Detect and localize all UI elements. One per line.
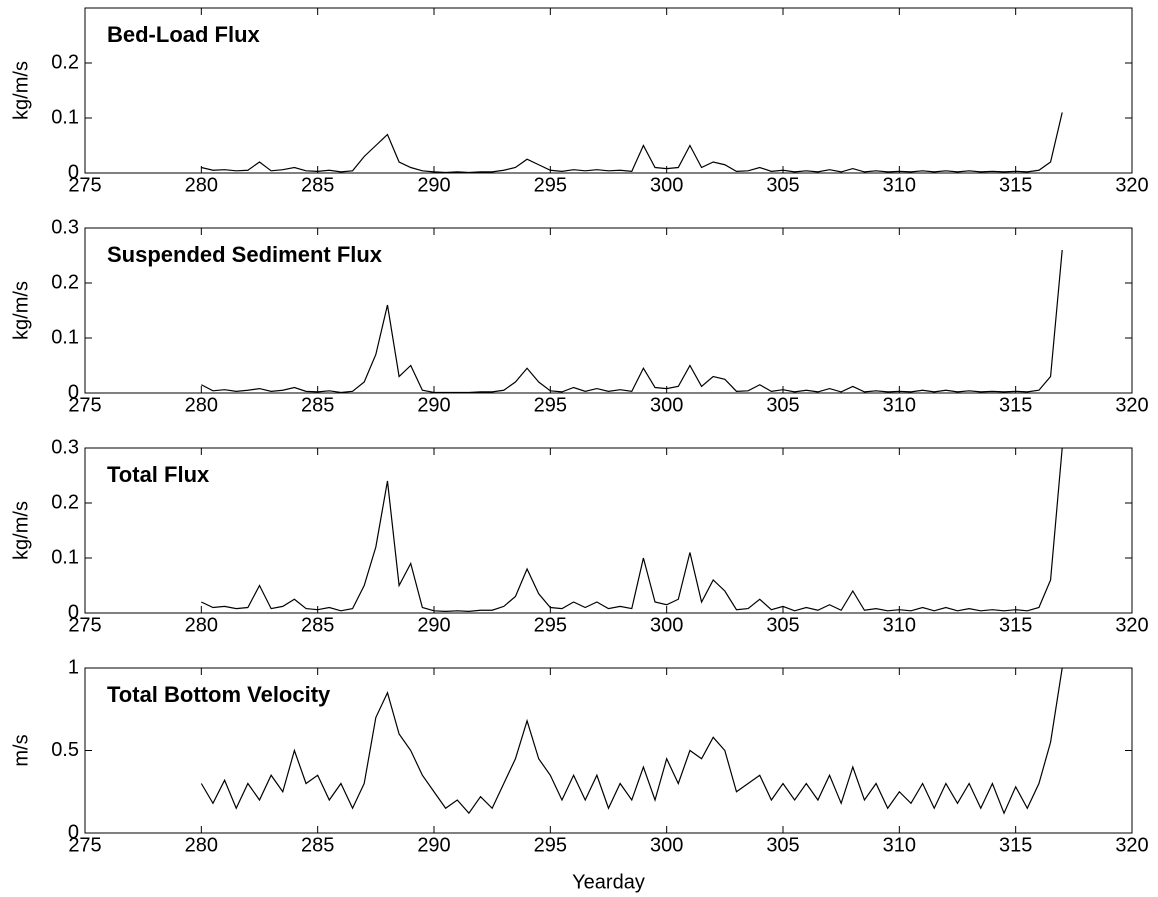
x-tick-label: 280 xyxy=(185,834,218,856)
y-tick-label: 0.3 xyxy=(51,436,79,458)
y-tick-label: 0.2 xyxy=(51,271,79,293)
x-tick-label: 285 xyxy=(301,174,334,196)
x-tick-label: 300 xyxy=(650,174,683,196)
y-axis-label: kg/m/s xyxy=(10,281,32,340)
x-tick-label: 305 xyxy=(766,394,799,416)
y-tick-label: 1 xyxy=(68,656,79,678)
x-tick-label: 295 xyxy=(534,174,567,196)
x-tick-label: 290 xyxy=(417,834,450,856)
data-line xyxy=(201,112,1063,174)
x-tick-label: 285 xyxy=(301,614,334,636)
x-tick-label: 280 xyxy=(185,394,218,416)
data-line xyxy=(200,667,1063,815)
x-tick-label: 275 xyxy=(68,834,101,856)
y-tick-label: 0.2 xyxy=(51,51,79,73)
data-line xyxy=(201,249,1063,394)
y-tick-label: 0.3 xyxy=(51,216,79,238)
y-tick-label: 0.1 xyxy=(51,546,79,568)
x-tick-label: 295 xyxy=(534,394,567,416)
axes-box xyxy=(84,227,1133,394)
x-tick-label: 285 xyxy=(301,394,334,416)
y-tick-label: 0 xyxy=(68,161,79,183)
x-tick-label: 305 xyxy=(766,614,799,636)
x-tick-label: 310 xyxy=(883,394,916,416)
x-tick-label: 305 xyxy=(766,174,799,196)
panel-title: Total Bottom Velocity xyxy=(107,682,331,707)
y-tick-label: 0.2 xyxy=(51,491,79,513)
x-tick-label: 290 xyxy=(417,174,450,196)
y-axis-label: m/s xyxy=(10,734,32,766)
x-tick-label: 275 xyxy=(68,174,101,196)
y-tick-label: 0.1 xyxy=(51,326,79,348)
x-axis-label: Yearday xyxy=(572,871,645,893)
data-line xyxy=(201,447,1063,612)
x-tick-label: 310 xyxy=(883,834,916,856)
x-tick-label: 310 xyxy=(883,614,916,636)
x-tick-label: 280 xyxy=(185,614,218,636)
x-tick-label: 315 xyxy=(999,174,1032,196)
y-tick-label: 0 xyxy=(68,381,79,403)
x-tick-label: 320 xyxy=(1115,614,1148,636)
x-tick-label: 280 xyxy=(185,174,218,196)
panel-title: Suspended Sediment Flux xyxy=(107,242,383,267)
x-tick-label: 295 xyxy=(534,834,567,856)
y-tick-label: 0 xyxy=(68,821,79,843)
x-tick-label: 315 xyxy=(999,834,1032,856)
x-tick-label: 290 xyxy=(417,394,450,416)
panel-title: Total Flux xyxy=(107,462,210,487)
y-axis-label: kg/m/s xyxy=(10,61,32,120)
axes-box xyxy=(84,7,1133,174)
panel-title: Bed-Load Flux xyxy=(107,22,261,47)
x-tick-label: 295 xyxy=(534,614,567,636)
x-tick-label: 285 xyxy=(301,834,334,856)
x-tick-label: 310 xyxy=(883,174,916,196)
x-tick-label: 300 xyxy=(650,834,683,856)
x-tick-label: 275 xyxy=(68,394,101,416)
x-tick-label: 305 xyxy=(766,834,799,856)
x-tick-label: 300 xyxy=(650,614,683,636)
x-tick-label: 315 xyxy=(999,614,1032,636)
x-tick-label: 315 xyxy=(999,394,1032,416)
x-tick-label: 320 xyxy=(1115,834,1148,856)
y-tick-label: 0.5 xyxy=(51,739,79,761)
x-tick-label: 300 xyxy=(650,394,683,416)
axes-box xyxy=(84,447,1133,614)
x-tick-label: 290 xyxy=(417,614,450,636)
y-axis-label: kg/m/s xyxy=(10,501,32,560)
x-tick-label: 275 xyxy=(68,614,101,636)
y-tick-label: 0 xyxy=(68,601,79,623)
y-tick-label: 0.1 xyxy=(51,106,79,128)
axes-box xyxy=(84,667,1133,834)
x-tick-label: 320 xyxy=(1115,174,1148,196)
x-tick-label: 320 xyxy=(1115,394,1148,416)
